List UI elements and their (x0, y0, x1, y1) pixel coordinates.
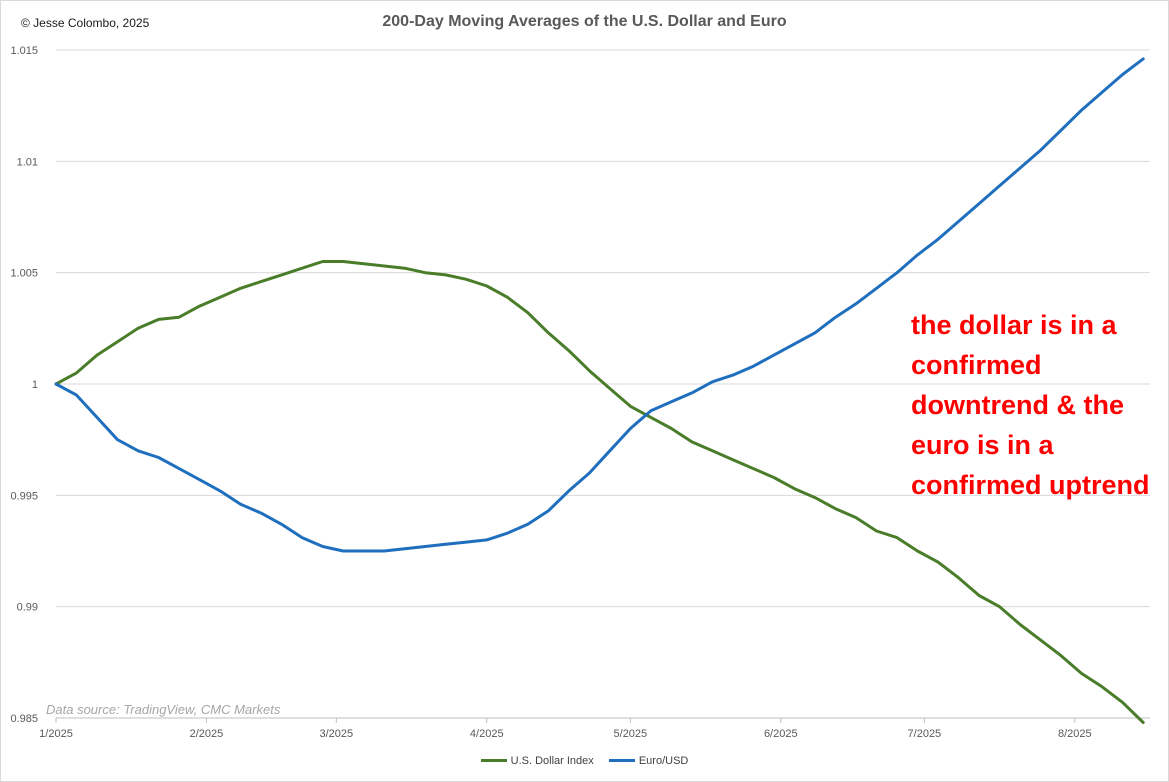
axes: 0.985 0.99 0.995 1 1.005 1.01 1.015 1/2025 2/202… (10, 45, 1150, 740)
chart-title: 200-Day Moving Averages of the U.S. Doll… (382, 13, 787, 30)
usd-line-series (54, 260, 1145, 724)
series-lines (54, 57, 1145, 724)
x-tick-label: 7/2025 (908, 728, 942, 740)
x-tick-label: 8/2025 (1058, 728, 1092, 740)
y-tick-label: 1.015 (10, 45, 38, 57)
legend-swatch-usd (480, 759, 507, 762)
legend-label-eur: Euro/USD (638, 754, 689, 767)
x-tick-label: 4/2025 (470, 728, 504, 740)
copyright-text: © Jesse Colombo, 2025 (21, 16, 150, 30)
x-tick-label: 3/2025 (320, 728, 354, 740)
legend-label-usd: U.S. Dollar Index (510, 754, 594, 767)
x-tick-label: 6/2025 (764, 728, 798, 740)
legend-swatch-eur (608, 759, 635, 762)
chart-annotation: the dollar is in a confirmed downtrend &… (911, 310, 1150, 500)
chart-legend: U.S. Dollar Index Euro/USD (0, 753, 1169, 767)
data-source-note: Data source: TradingView, CMC Markets (46, 702, 281, 717)
y-tick-label: 1 (32, 379, 38, 391)
x-tick-label: 2/2025 (190, 728, 224, 740)
legend-item-usd: U.S. Dollar Index (480, 754, 594, 767)
x-tick-label: 1/2025 (39, 728, 73, 740)
legend-item-eur: Euro/USD (608, 754, 689, 767)
y-tick-label: 0.985 (10, 713, 38, 725)
y-tick-label: 1.01 (17, 156, 38, 168)
y-tick-label: 1.005 (10, 268, 38, 280)
y-tick-label: 0.99 (17, 602, 38, 614)
y-tick-label: 0.995 (10, 490, 38, 502)
x-tick-label: 5/2025 (614, 728, 648, 740)
eur-line-series (54, 57, 1145, 553)
